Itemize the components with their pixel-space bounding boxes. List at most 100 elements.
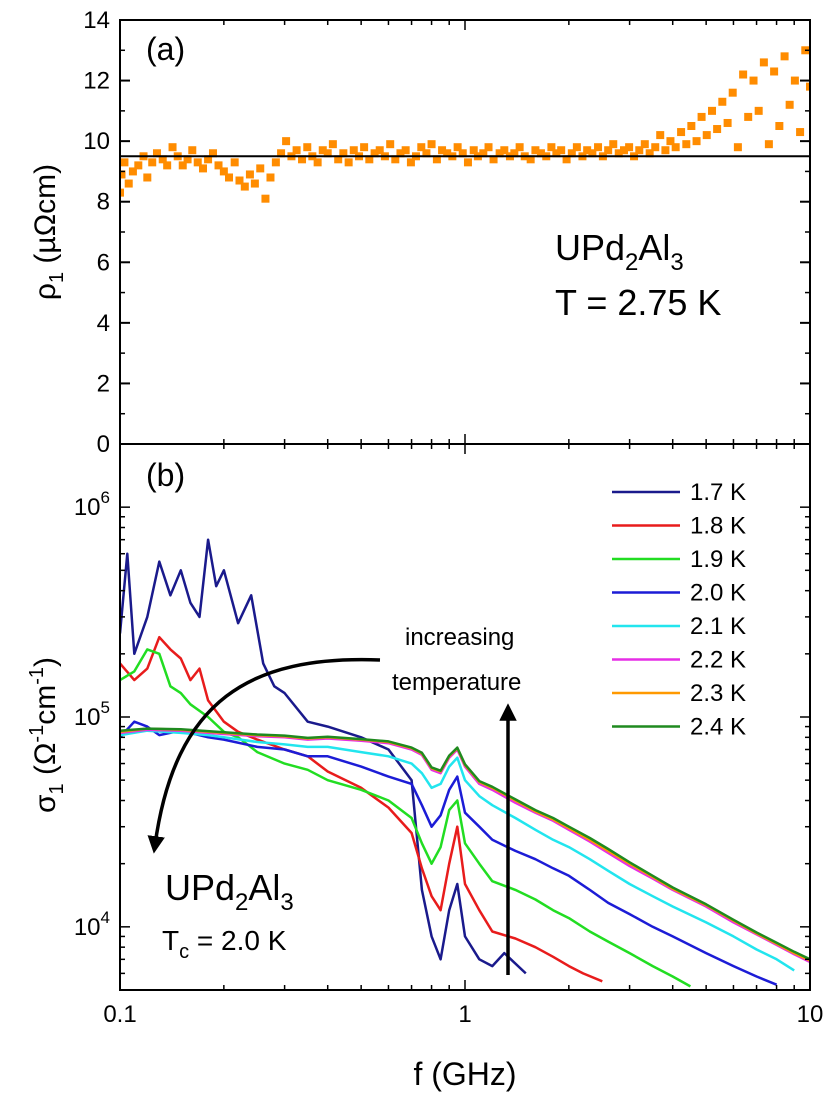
resistivity-point: [572, 143, 581, 152]
resistivity-point: [484, 143, 493, 152]
resistivity-point: [557, 146, 566, 155]
resistivity-point: [396, 149, 405, 158]
resistivity-point: [661, 146, 670, 155]
resistivity-point: [204, 155, 213, 164]
resistivity-point: [806, 82, 810, 91]
arrow-text-increasing: increasing: [405, 624, 514, 651]
resistivity-point: [739, 70, 748, 79]
resistivity-point: [645, 149, 654, 158]
resistivity-point: [744, 112, 753, 121]
panel-b-ticks: 0.1 1 10 104 105 106: [74, 443, 823, 1028]
legend-label: 2.4 K: [690, 714, 746, 741]
resistivity-point: [780, 52, 789, 61]
resistivity-point: [713, 125, 722, 134]
legend-label: 2.1 K: [690, 613, 746, 640]
resistivity-point: [148, 158, 157, 167]
resistivity-point: [266, 173, 275, 182]
temperature-label-a: T = 2.75 K: [555, 282, 721, 323]
resistivity-point: [749, 76, 758, 85]
resistivity-point: [682, 140, 691, 149]
resistivity-point: [391, 155, 400, 164]
legend-label: 2.0 K: [690, 580, 746, 607]
resistivity-point: [240, 182, 249, 191]
resistivity-point: [723, 118, 732, 127]
a-ytick-label: 2: [97, 370, 110, 397]
resistivity-point: [656, 131, 665, 140]
resistivity-point: [406, 158, 415, 167]
resistivity-point: [614, 149, 623, 158]
resistivity-point: [567, 149, 576, 158]
a-ytick-label: 12: [83, 68, 110, 95]
resistivity-point: [625, 143, 634, 152]
resistivity-point: [479, 149, 488, 158]
series-line-21: [120, 729, 795, 972]
resistivity-point: [547, 143, 556, 152]
b-ytick-label: 106: [74, 488, 110, 521]
resistivity-point: [666, 137, 675, 146]
resistivity-point: [671, 143, 680, 152]
resistivity-point: [365, 155, 374, 164]
resistivity-point: [183, 155, 192, 164]
legend-label: 2.2 K: [690, 647, 746, 674]
resistivity-point: [510, 149, 519, 158]
resistivity-point: [640, 140, 649, 149]
resistivity-point: [250, 179, 259, 188]
resistivity-point: [687, 122, 696, 130]
resistivity-point: [124, 179, 133, 188]
resistivity-point: [128, 167, 137, 176]
resistivity-point: [328, 140, 337, 149]
resistivity-point: [500, 146, 509, 155]
resistivity-point: [594, 143, 603, 152]
resistivity-point: [219, 167, 228, 176]
resistivity-point: [697, 112, 706, 121]
resistivity-point: [134, 161, 143, 170]
resistivity-point: [443, 149, 452, 158]
resistivity-point: [349, 146, 358, 155]
resistivity-point: [178, 161, 187, 170]
resistivity-point: [245, 170, 254, 179]
resistivity-point: [339, 149, 348, 158]
resistivity-point: [417, 143, 426, 152]
resistivity-point: [796, 128, 805, 137]
resistivity-point: [432, 155, 441, 164]
a-ytick-label: 0: [97, 431, 110, 458]
y-axis-label-a: ρ1 (µΩcm): [29, 164, 68, 300]
resistivity-point: [298, 155, 307, 164]
resistivity-point: [120, 188, 124, 197]
resistivity-point: [422, 149, 431, 158]
a-ytick-label: 10: [83, 128, 110, 155]
resistivity-point: [588, 149, 597, 158]
resistivity-point: [344, 158, 353, 167]
resistivity-point: [438, 146, 447, 155]
series-line-19: [120, 648, 692, 988]
resistivity-point: [427, 140, 436, 149]
legend-label: 1.9 K: [690, 546, 746, 573]
resistivity-point: [143, 173, 152, 182]
resistivity-point: [463, 158, 472, 167]
b-xtick-label: 0.1: [103, 1001, 136, 1028]
b-xtick-label: 1: [458, 1001, 471, 1028]
a-ytick-label: 8: [97, 189, 110, 216]
resistivity-point: [536, 149, 545, 158]
resistivity-point: [235, 176, 244, 185]
material-label-b: UPd2Al3: [165, 867, 294, 916]
resistivity-point: [495, 149, 504, 158]
resistivity-point: [702, 131, 711, 140]
resistivity-point: [790, 76, 799, 85]
resistivity-point: [168, 143, 177, 152]
panel-a-frame: [119, 19, 811, 445]
resistivity-point: [526, 155, 535, 164]
resistivity-point: [620, 146, 629, 155]
b-ytick-label: 104: [74, 908, 110, 941]
resistivity-point: [120, 158, 129, 167]
a-ytick-label: 6: [97, 249, 110, 276]
resistivity-point: [458, 149, 467, 158]
resistivity-point: [775, 122, 784, 130]
series-line-20: [120, 720, 778, 986]
conductivity-series-lines: [120, 538, 810, 988]
resistivity-point: [158, 155, 167, 164]
resistivity-point: [163, 161, 172, 170]
panel-a: 0 2 4 6 8 10 12 14 (a) UPd2Al3 T = 2.75 K ρ1 (µ…: [29, 7, 811, 458]
legend: 1.7 K 1.8 K 1.9 K 2.0 K 2.1 K 2.2 K 2.3 K 2.4 K: [612, 479, 746, 741]
resistivity-point: [334, 155, 343, 164]
